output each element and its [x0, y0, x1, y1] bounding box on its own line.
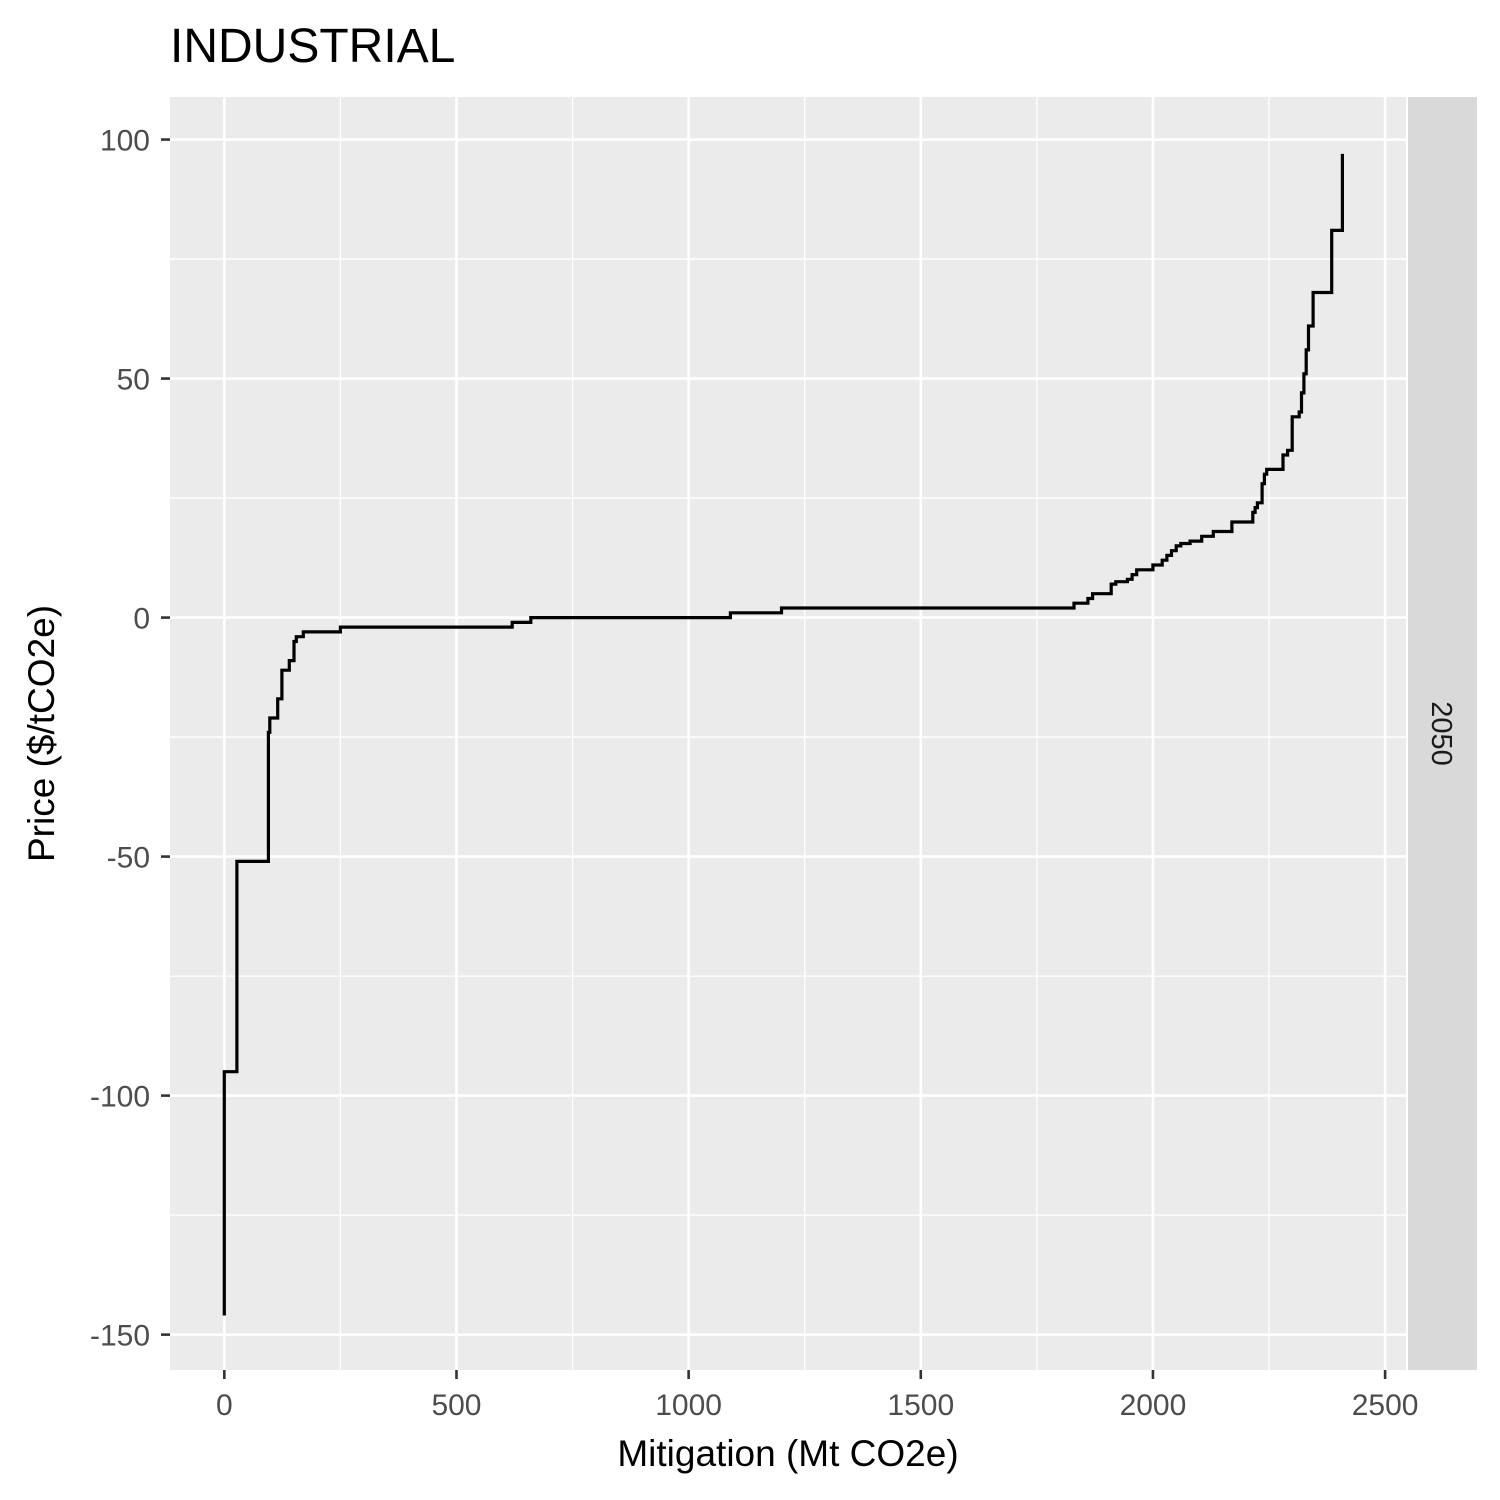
y-axis-title: Price ($/tCO2e)	[21, 605, 62, 862]
y-tick-label: 50	[117, 364, 150, 397]
chart-title: INDUSTRIAL	[170, 20, 455, 73]
x-axis-title: Mitigation (Mt CO2e)	[617, 1433, 958, 1474]
x-tick-label: 1500	[887, 1389, 954, 1422]
minor-gridlines	[170, 97, 1406, 1370]
y-axis-ticks: -150 -100 -50 0 50 100	[90, 125, 170, 1353]
y-tick-label: -50	[107, 842, 150, 875]
series-line	[222, 153, 1344, 1316]
x-tick-label: 0	[216, 1389, 233, 1422]
facet-strip-label: 2050	[1425, 701, 1457, 766]
y-tick-label: -100	[90, 1081, 150, 1114]
x-tick-label: 2000	[1120, 1389, 1187, 1422]
y-tick-label: 100	[100, 125, 150, 158]
y-tick-label: -150	[90, 1320, 150, 1353]
x-tick-label: 1000	[655, 1389, 722, 1422]
major-gridlines	[170, 97, 1406, 1370]
facet-strip	[1408, 97, 1477, 1370]
plot-panel	[170, 97, 1406, 1370]
x-tick-label: 2500	[1352, 1389, 1419, 1422]
x-tick-label: 500	[431, 1389, 481, 1422]
x-axis-ticks: 0 500 1000 1500 2000 2500	[216, 1370, 1419, 1422]
y-tick-label: 0	[133, 603, 150, 636]
